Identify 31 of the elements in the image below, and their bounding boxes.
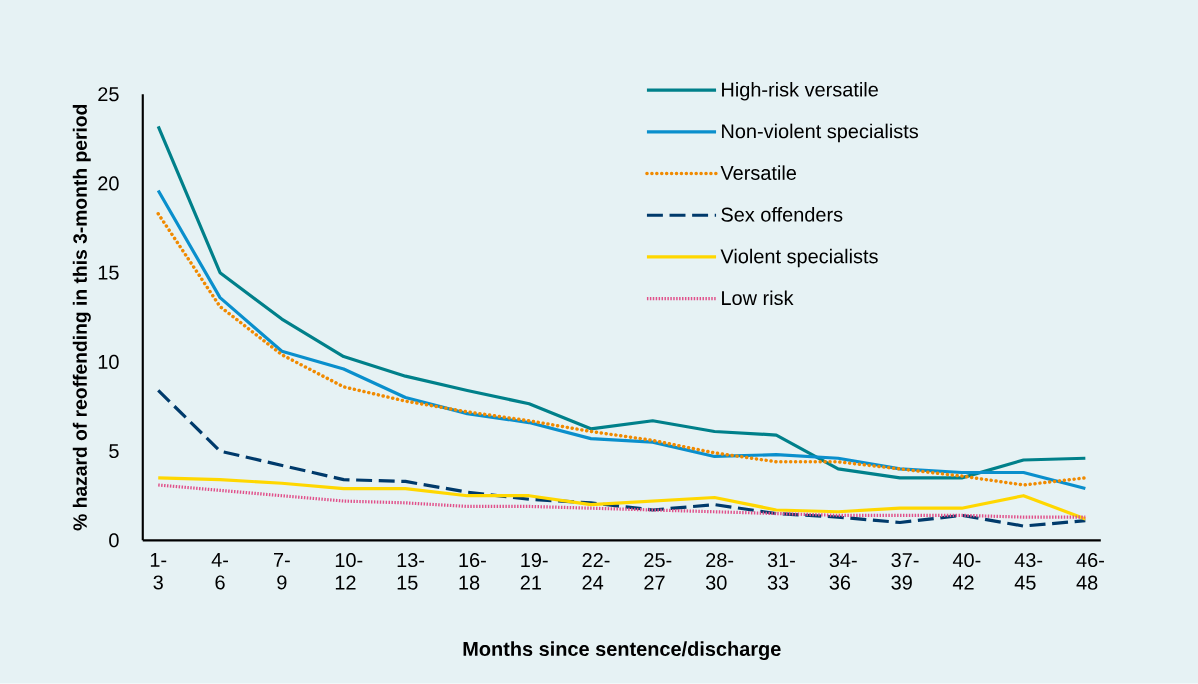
y-tick-label: 10 <box>98 354 119 369</box>
x-tick-label: 4-6 <box>211 553 229 590</box>
x-tick-label: 43-45 <box>1014 553 1043 590</box>
x-tick-label: 10-12 <box>335 553 363 590</box>
legend-label: High-risk versatile <box>722 82 878 101</box>
x-tick-label: 25-27 <box>644 553 672 590</box>
x-tick-label: 37-39 <box>891 553 919 590</box>
x-tick-label: 19-21 <box>520 553 548 590</box>
line-series <box>156 124 1087 480</box>
legend-label: Sex offenders <box>721 207 843 222</box>
legend-label: Versatile <box>720 165 797 181</box>
x-tick-label: 7-9 <box>274 553 290 590</box>
y-tick-label: 20 <box>98 176 119 191</box>
y-tick-label: 0 <box>109 533 119 548</box>
x-tick-label: 40-42 <box>952 553 981 590</box>
x-tick-label: 28-30 <box>705 553 734 590</box>
legend-label: Non-violent specialists <box>722 123 919 143</box>
x-axis-title: Months since sentence/discharge <box>463 641 781 661</box>
x-tick-label: 46-48 <box>1076 553 1104 590</box>
x-tick-label: 31-33 <box>767 553 795 590</box>
x-tick-label: 13-15 <box>397 553 425 590</box>
x-tick-label: 34-36 <box>829 553 857 590</box>
x-tick-label: 22-24 <box>582 553 610 590</box>
y-tick-label: 5 <box>109 444 119 459</box>
y-axis-title: % hazard of reoffending in this 3-month period <box>72 104 91 531</box>
legend-label: Violent specialists <box>720 248 878 268</box>
y-tick-label: 15 <box>98 265 119 280</box>
x-tick-label: 16-18 <box>459 553 486 590</box>
y-tick-label: 25 <box>98 87 119 102</box>
legend-label: Low risk <box>722 290 794 306</box>
x-tick-label: 1-3 <box>150 553 167 590</box>
